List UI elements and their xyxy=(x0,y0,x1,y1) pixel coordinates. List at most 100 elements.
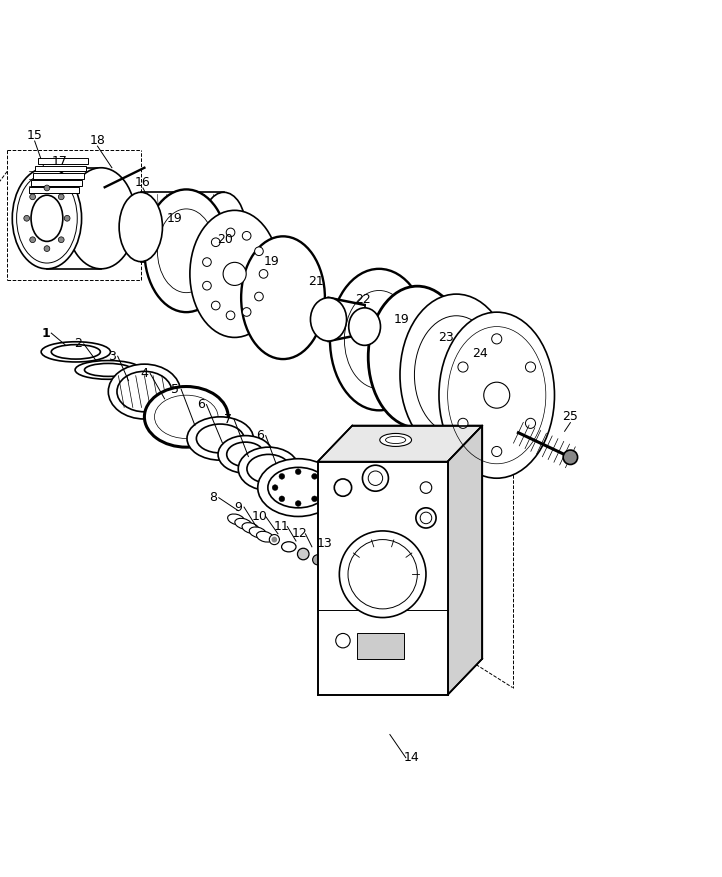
Text: 8: 8 xyxy=(209,491,217,504)
Ellipse shape xyxy=(439,312,554,478)
Circle shape xyxy=(24,216,30,221)
Ellipse shape xyxy=(563,450,578,465)
Circle shape xyxy=(420,481,432,494)
Ellipse shape xyxy=(258,459,339,517)
Circle shape xyxy=(313,555,323,565)
Ellipse shape xyxy=(268,467,329,508)
Text: 24: 24 xyxy=(472,346,488,360)
Circle shape xyxy=(279,496,284,502)
Ellipse shape xyxy=(144,189,228,312)
Text: 22: 22 xyxy=(355,294,371,306)
Circle shape xyxy=(271,537,277,543)
Circle shape xyxy=(458,362,468,372)
Ellipse shape xyxy=(196,424,244,453)
Circle shape xyxy=(492,446,502,457)
Circle shape xyxy=(312,496,318,502)
Ellipse shape xyxy=(66,168,136,269)
Ellipse shape xyxy=(17,174,77,263)
Circle shape xyxy=(420,512,432,524)
Text: 19: 19 xyxy=(393,313,409,326)
Circle shape xyxy=(255,292,264,301)
Ellipse shape xyxy=(414,316,498,434)
Circle shape xyxy=(330,565,337,572)
Circle shape xyxy=(64,216,70,221)
Ellipse shape xyxy=(247,454,290,483)
Text: 10: 10 xyxy=(252,510,268,523)
Bar xyxy=(29,188,79,193)
Circle shape xyxy=(226,228,235,237)
Ellipse shape xyxy=(108,364,180,419)
Ellipse shape xyxy=(238,447,299,490)
Circle shape xyxy=(526,418,536,428)
Ellipse shape xyxy=(51,345,100,359)
Circle shape xyxy=(58,237,64,243)
Circle shape xyxy=(30,237,35,243)
Circle shape xyxy=(269,534,279,545)
Text: 4: 4 xyxy=(141,367,148,380)
Text: 21: 21 xyxy=(308,275,324,288)
Circle shape xyxy=(492,334,502,344)
Bar xyxy=(35,166,86,171)
Circle shape xyxy=(279,474,284,479)
Circle shape xyxy=(458,418,468,428)
Bar xyxy=(33,173,84,179)
Text: 9: 9 xyxy=(235,501,242,514)
Text: 12: 12 xyxy=(292,527,308,540)
Text: 14: 14 xyxy=(404,751,419,764)
Ellipse shape xyxy=(12,168,82,269)
Ellipse shape xyxy=(119,192,162,261)
Circle shape xyxy=(243,308,251,317)
Ellipse shape xyxy=(241,236,325,359)
Ellipse shape xyxy=(256,531,274,542)
Text: 23: 23 xyxy=(438,331,454,344)
Ellipse shape xyxy=(75,360,142,379)
Text: 6: 6 xyxy=(197,398,204,411)
Text: 5: 5 xyxy=(171,383,180,396)
Circle shape xyxy=(295,469,301,474)
Circle shape xyxy=(368,471,383,486)
Text: 1: 1 xyxy=(41,326,50,339)
Circle shape xyxy=(203,258,212,267)
Polygon shape xyxy=(357,633,404,659)
Ellipse shape xyxy=(249,527,266,538)
Text: 19: 19 xyxy=(167,211,183,225)
Circle shape xyxy=(226,311,235,319)
Circle shape xyxy=(336,633,350,648)
Text: 16: 16 xyxy=(135,175,151,189)
Ellipse shape xyxy=(227,514,245,524)
Ellipse shape xyxy=(235,518,252,529)
Circle shape xyxy=(484,382,510,408)
Circle shape xyxy=(223,262,246,285)
Bar xyxy=(31,180,82,186)
Circle shape xyxy=(44,246,50,252)
Text: 19: 19 xyxy=(264,255,279,268)
Ellipse shape xyxy=(380,433,412,446)
Ellipse shape xyxy=(31,196,63,241)
Circle shape xyxy=(243,232,251,240)
Circle shape xyxy=(416,508,436,528)
Circle shape xyxy=(297,548,309,560)
Ellipse shape xyxy=(282,542,296,552)
Text: 18: 18 xyxy=(90,134,105,146)
Ellipse shape xyxy=(368,286,466,428)
Text: 17: 17 xyxy=(51,154,67,168)
Ellipse shape xyxy=(339,531,426,617)
Text: 2: 2 xyxy=(74,338,82,351)
Ellipse shape xyxy=(218,436,273,474)
Circle shape xyxy=(58,194,64,200)
Text: 25: 25 xyxy=(562,410,578,424)
Ellipse shape xyxy=(157,209,215,293)
Ellipse shape xyxy=(41,342,110,362)
Ellipse shape xyxy=(155,396,218,438)
Ellipse shape xyxy=(348,539,417,609)
Circle shape xyxy=(44,185,50,191)
Circle shape xyxy=(272,485,278,490)
Circle shape xyxy=(312,474,318,479)
Circle shape xyxy=(318,485,324,490)
Circle shape xyxy=(334,479,352,496)
Ellipse shape xyxy=(144,387,228,447)
Circle shape xyxy=(362,465,388,491)
Polygon shape xyxy=(318,461,448,695)
Ellipse shape xyxy=(190,210,279,338)
Ellipse shape xyxy=(330,269,428,410)
